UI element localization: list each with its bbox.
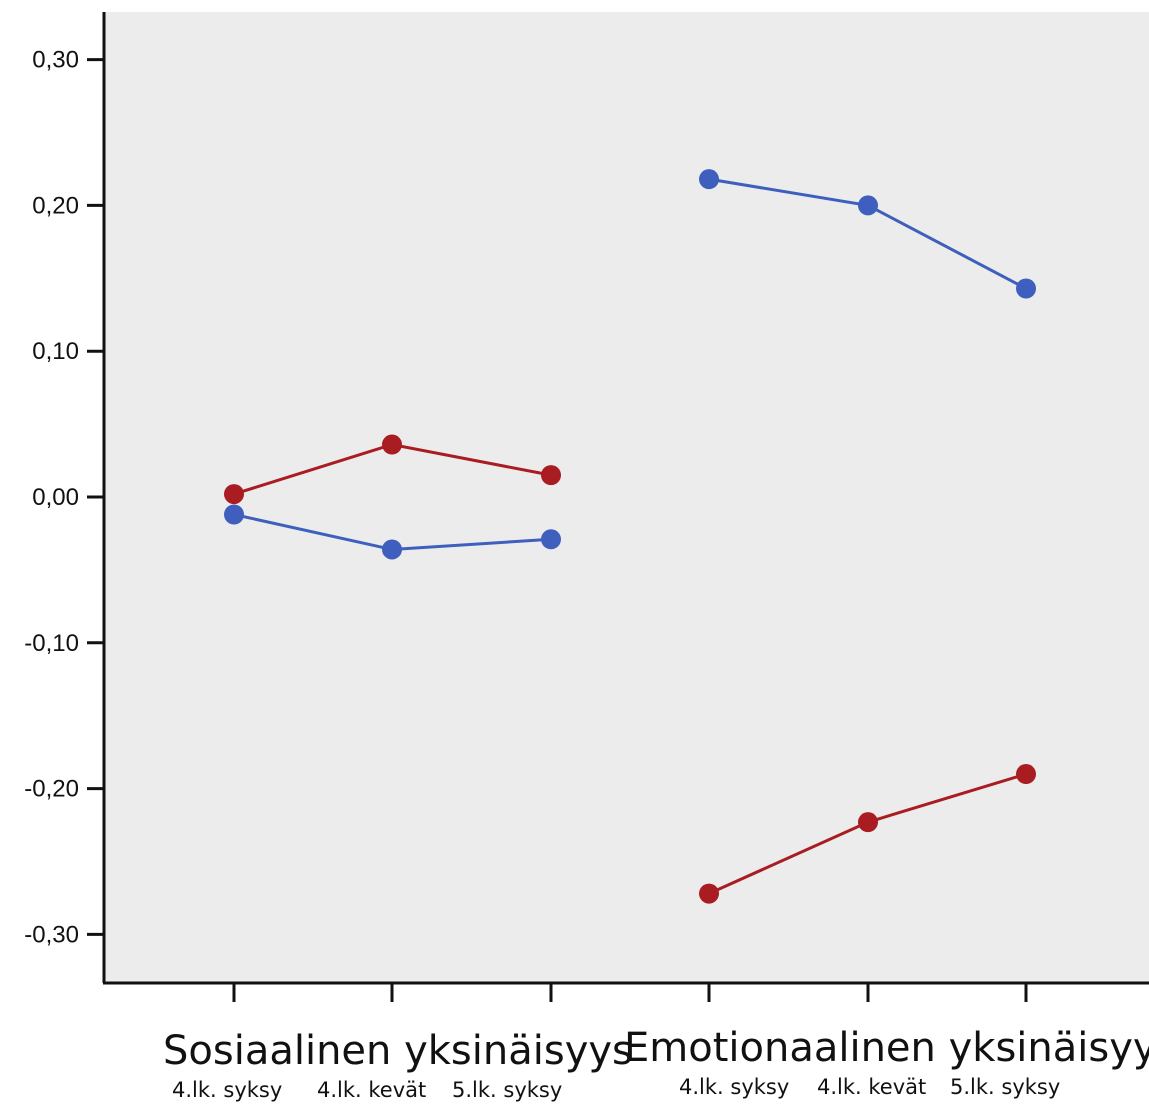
data-point bbox=[699, 169, 719, 190]
data-point bbox=[858, 195, 878, 216]
category-label: 4.lk. syksy bbox=[679, 1075, 790, 1099]
category-label: 4.lk. kevät bbox=[817, 1075, 927, 1099]
y-tick-label: -0,20 bbox=[24, 776, 79, 803]
y-tick-label: 0,30 bbox=[32, 47, 79, 74]
category-label: 4.lk. kevät bbox=[317, 1078, 427, 1102]
data-point bbox=[224, 484, 244, 505]
data-point bbox=[541, 529, 561, 550]
data-point bbox=[1016, 278, 1036, 299]
group-1-category-labels: 4.lk. syksy 4.lk. kevät 5.lk. syksy bbox=[679, 1075, 1060, 1099]
category-label: 5.lk. syksy bbox=[950, 1075, 1061, 1099]
group-label-sosiaalinen: Sosiaalinen yksinäisyys bbox=[163, 1028, 633, 1074]
plot-area bbox=[104, 12, 1149, 982]
y-tick-label: -0,10 bbox=[24, 630, 79, 657]
category-label: 5.lk. syksy bbox=[452, 1078, 563, 1102]
y-tick-label: 0,10 bbox=[32, 338, 79, 365]
data-point bbox=[224, 504, 244, 525]
y-tick-label: 0,00 bbox=[32, 484, 79, 511]
group-0-category-labels: 4.lk. syksy 4.lk. kevät 5.lk. syksy bbox=[172, 1078, 562, 1102]
y-tick-label: -0,30 bbox=[24, 921, 79, 948]
category-label: 4.lk. syksy bbox=[172, 1078, 283, 1102]
y-tick-label: 0,20 bbox=[32, 192, 79, 219]
data-point bbox=[541, 465, 561, 486]
data-point bbox=[858, 812, 878, 833]
data-point bbox=[1016, 764, 1036, 785]
data-point bbox=[382, 539, 402, 560]
data-point bbox=[699, 883, 719, 904]
group-label-emotionaalinen: Emotionaalinen yksinäisyys bbox=[624, 1025, 1149, 1071]
data-point bbox=[382, 434, 402, 455]
